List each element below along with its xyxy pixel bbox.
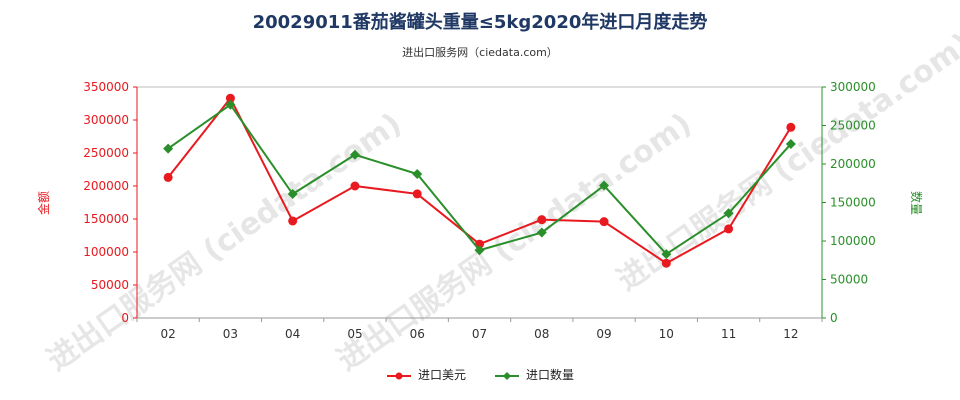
right-axis-tick-label: 150000 (830, 196, 876, 210)
legend-item[interactable]: 进口数量 (494, 366, 574, 383)
data-point (537, 215, 547, 225)
data-point (412, 169, 423, 180)
left-axis-tick-label: 0 (121, 311, 129, 325)
data-point (474, 245, 485, 256)
x-axis: 02 03 04 05 06 07 08 09 10 11 12 (136, 317, 823, 341)
x-axis-tick-label: 04 (285, 327, 300, 341)
left-axis-tick-label: 250000 (83, 146, 129, 160)
x-axis-tick-label: 02 (160, 327, 175, 341)
series-2 (163, 99, 796, 260)
left-axis-tick-label: 50000 (91, 278, 129, 292)
legend-label: 进口数量 (526, 368, 575, 382)
data-point (163, 143, 174, 154)
right-axis-tick-label: 50000 (830, 273, 868, 287)
left-axis-tick-label: 200000 (83, 179, 129, 193)
legend-label: 进口美元 (417, 368, 466, 382)
data-point (599, 217, 609, 227)
chart-subtitle: 进出口服务网（ciedata.com） (402, 46, 558, 59)
data-point (724, 224, 734, 234)
left-axis-tick-label: 100000 (83, 245, 129, 259)
series-1 (163, 93, 796, 268)
legend-swatch (495, 371, 519, 380)
data-point (786, 122, 796, 132)
data-point (350, 181, 360, 191)
left-axis-label: 金额 (36, 191, 51, 215)
data-point (661, 258, 671, 268)
legend-swatch (386, 372, 411, 379)
right-axis-tick-label: 200000 (830, 157, 876, 171)
x-axis-tick-label: 09 (596, 327, 611, 341)
data-point (287, 189, 298, 200)
left-axis-tick-label: 350000 (83, 80, 129, 94)
x-axis-tick-label: 11 (721, 327, 736, 341)
data-point (225, 99, 236, 110)
data-point (349, 149, 360, 160)
right-axis-label: 数量 (909, 191, 924, 215)
watermark-text: 进出口服务网 (ciedata.com) (611, 26, 960, 298)
x-axis-tick-label: 05 (347, 327, 362, 341)
x-axis-tick-label: 07 (472, 327, 487, 341)
legend: 进口美元 进口数量 (0, 366, 960, 383)
data-point (723, 208, 734, 219)
left-axis-tick-label: 300000 (83, 113, 129, 127)
data-point (412, 189, 422, 199)
x-axis-tick-label: 12 (783, 327, 798, 341)
x-axis-tick-label: 10 (659, 327, 674, 341)
left-axis: 0 50000 100000 150000 200000 250000 300000 3500… (36, 80, 138, 325)
x-axis-tick-label: 03 (223, 327, 238, 341)
right-axis-tick-label: 250000 (830, 119, 876, 133)
data-point (536, 227, 547, 238)
legend-swatch-marker (503, 371, 511, 380)
right-axis-tick-label: 0 (830, 311, 838, 325)
right-axis-tick-label: 300000 (830, 80, 876, 94)
data-point (661, 249, 672, 260)
right-axis-tick-label: 100000 (830, 234, 876, 248)
series-layer (163, 93, 796, 268)
legend-swatch-marker (395, 372, 403, 379)
data-point (785, 138, 796, 149)
data-point (225, 93, 235, 103)
data-point (599, 180, 610, 191)
legend-item[interactable]: 进口美元 (386, 366, 466, 383)
chart-title: 20029011番茄酱罐头重量≤5kg2020年进口月度走势 (252, 12, 708, 33)
x-axis-tick-label: 06 (410, 327, 425, 341)
right-axis: 0 50000 100000 150000 200000 250000 300000 数量 (821, 80, 924, 325)
x-axis-tick-label: 08 (534, 327, 549, 341)
left-axis-tick-label: 150000 (83, 212, 129, 226)
data-point (163, 172, 173, 182)
data-point (288, 216, 298, 226)
